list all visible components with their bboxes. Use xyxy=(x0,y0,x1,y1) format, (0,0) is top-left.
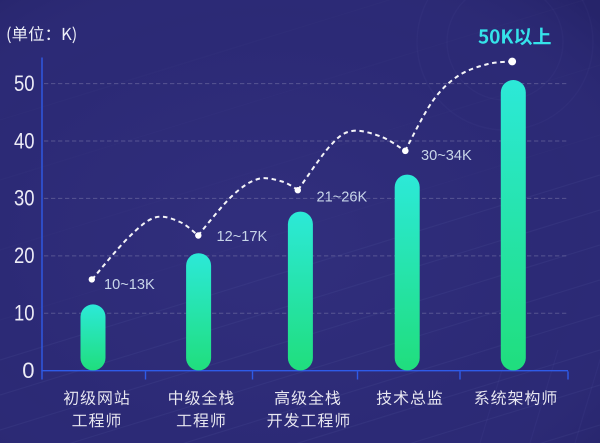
svg-text:21~26K: 21~26K xyxy=(317,188,368,205)
svg-text:10~13K: 10~13K xyxy=(104,276,155,293)
svg-text:0: 0 xyxy=(22,358,34,383)
svg-text:50: 50 xyxy=(14,71,35,96)
svg-text:30~34K: 30~34K xyxy=(421,147,472,164)
svg-text:20: 20 xyxy=(14,243,35,268)
svg-text:10: 10 xyxy=(14,301,35,326)
svg-text:40: 40 xyxy=(14,128,35,153)
svg-text:12~17K: 12~17K xyxy=(217,228,268,245)
svg-text:30: 30 xyxy=(14,186,35,211)
